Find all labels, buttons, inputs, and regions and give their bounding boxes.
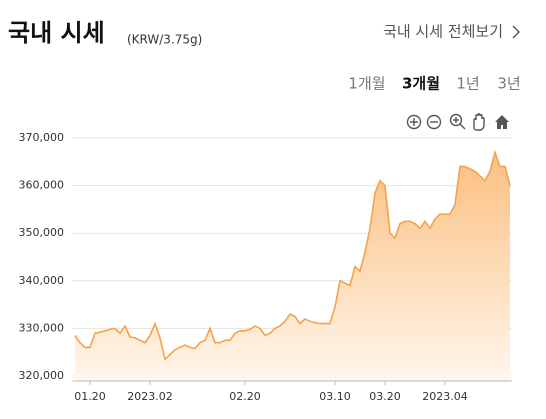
x-tick-label: 03.10	[319, 390, 351, 403]
toolbar	[406, 113, 509, 131]
tab[interactable]: 1년	[456, 75, 479, 93]
pan[interactable]	[473, 113, 485, 131]
tabs: 1개월 3개월 1년 3년	[348, 75, 520, 93]
tab[interactable]: 1개월	[348, 75, 385, 93]
y-tick-label: 360,000	[19, 179, 65, 192]
price-line	[74, 149, 511, 361]
reset[interactable]	[495, 115, 509, 129]
zoom-select[interactable]	[449, 113, 466, 130]
x-tick-label: 01.20	[74, 390, 106, 403]
x-tick-label: 2023.04	[422, 390, 468, 403]
unit: (KRW/3.75g)	[127, 33, 202, 47]
y-tick-label: 370,000	[19, 131, 65, 144]
title: 국내 시세	[8, 19, 105, 47]
x-tick-label: 02.20	[229, 390, 261, 403]
area-fill	[75, 152, 510, 381]
view-all-link[interactable]: 국내 시세 전체보기	[383, 23, 520, 41]
tab[interactable]: 3개월	[402, 75, 440, 93]
chevron	[512, 25, 520, 39]
y-tick-label: 330,000	[19, 321, 65, 334]
plot: 320,000 330,000 340,000 350,000 360,000 370,0…	[19, 131, 512, 403]
y-tick-label: 340,000	[19, 274, 65, 287]
zoom-in[interactable]	[406, 114, 422, 130]
tab[interactable]: 3년	[497, 75, 520, 93]
zoom-out[interactable]	[426, 114, 442, 130]
link-text[interactable]: 국내 시세 전체보기	[383, 23, 503, 41]
x-tick-label: 2023.02	[127, 390, 173, 403]
y-tick-label: 320,000	[19, 369, 65, 382]
y-tick-label: 350,000	[19, 226, 65, 239]
x-tick-label: 03.20	[369, 390, 401, 403]
